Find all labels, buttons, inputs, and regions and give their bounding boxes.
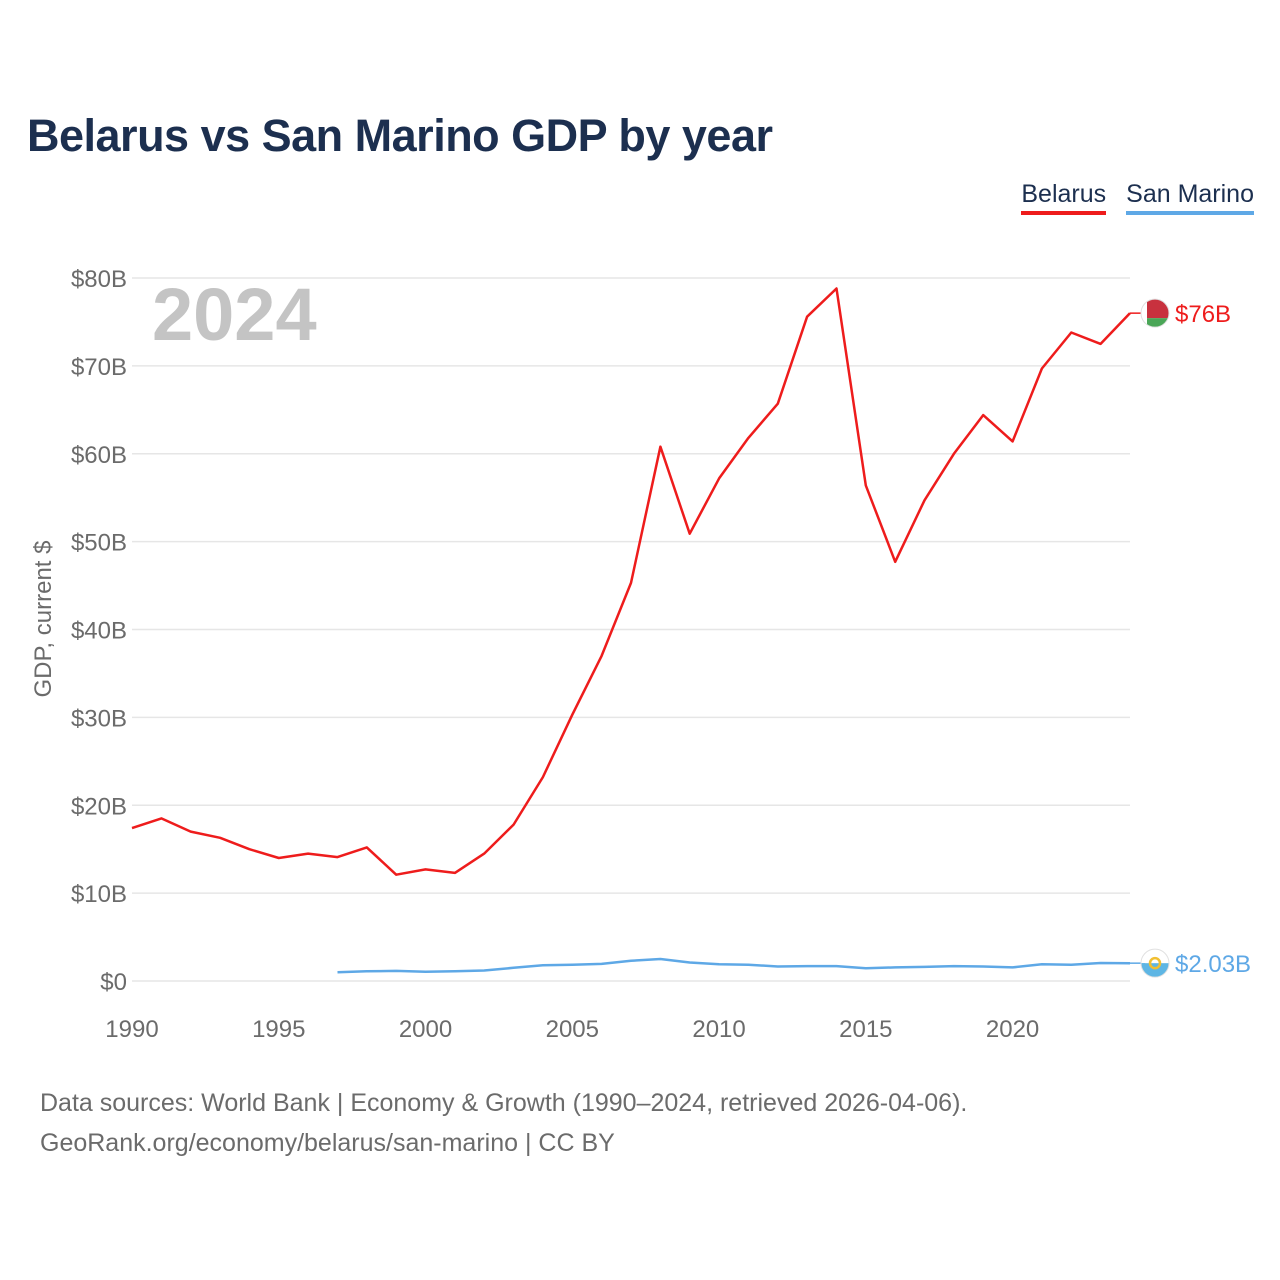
- x-tick-label: 2020: [986, 1016, 1039, 1043]
- y-tick-label: $60B: [71, 442, 127, 469]
- flag-white-band: [1141, 949, 1169, 964]
- legend-item-san-marino[interactable]: San Marino: [1126, 180, 1254, 215]
- year-label: 2024: [152, 273, 317, 356]
- san-marino-flag: [1140, 948, 1170, 978]
- legend: Belarus San Marino: [1021, 180, 1254, 215]
- x-tick-label: 2010: [692, 1016, 745, 1043]
- y-axis-label: GDP, current $: [30, 541, 57, 698]
- flag-red-band: [1141, 299, 1169, 319]
- chart-title: Belarus vs San Marino GDP by year: [27, 110, 773, 161]
- y-tick-label: $10B: [71, 881, 127, 908]
- flag-emblem: [1148, 956, 1162, 970]
- line-chart: $0 $10B $20B $30B $40B $50B $60B $70B $80B 1990 19…: [30, 266, 1251, 1043]
- belarus-flag: [1140, 298, 1170, 328]
- footer-link[interactable]: GeoRank.org/economy/belarus/san-marino |…: [40, 1129, 615, 1157]
- series-line-belarus: [131, 287, 1131, 876]
- y-tick-label: $70B: [71, 354, 127, 381]
- x-tick-label: 2000: [399, 1016, 452, 1043]
- flag-ornament: [1141, 299, 1147, 328]
- y-tick-label: $30B: [71, 705, 127, 732]
- x-tick-label: 2015: [839, 1016, 892, 1043]
- footer-source: Data sources: World Bank | Economy & Gro…: [40, 1089, 968, 1117]
- flag-green-band: [1141, 318, 1169, 328]
- footer: Data sources: World Bank | Economy & Gro…: [40, 1083, 967, 1163]
- y-tick-label: $50B: [71, 530, 127, 557]
- series-line-san-marino: [337, 957, 1131, 974]
- x-tick-label: 2005: [546, 1016, 599, 1043]
- y-tick-label: $40B: [71, 618, 127, 645]
- end-value-label-belarus: $76B: [1175, 301, 1231, 328]
- end-value-label-san-marino: $2.03B: [1175, 951, 1251, 978]
- y-tick-label: $20B: [71, 793, 127, 820]
- legend-item-belarus[interactable]: Belarus: [1021, 180, 1107, 215]
- x-tick-label: 1990: [105, 1016, 158, 1043]
- flag-blue-band: [1141, 963, 1169, 978]
- x-tick-label: 1995: [252, 1016, 305, 1043]
- y-tick-label: $80B: [71, 266, 127, 293]
- y-tick-label: $0: [100, 969, 127, 996]
